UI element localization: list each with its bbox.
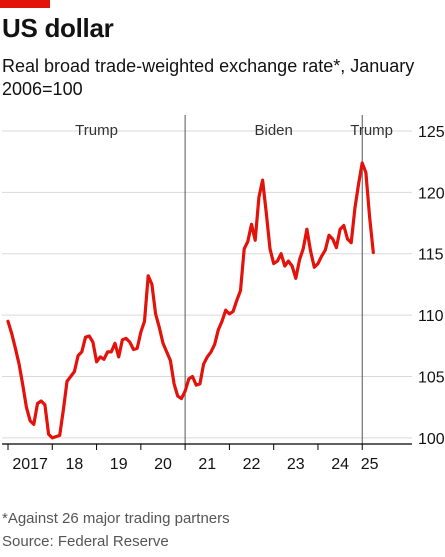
x-tick-label: 23 [287,456,305,473]
y-tick-label: 105 [418,369,445,386]
x-tick-label: 25 [361,456,379,473]
x-tick-label: 2017 [12,456,48,473]
y-tick-label: 120 [418,185,445,202]
x-tick-label: 21 [198,456,216,473]
y-tick-label: 100 [418,431,445,448]
period-label: Biden [254,122,292,139]
line-chart: 100 105 110 115 120 125 Trump Biden Trump 2017 18 1… [2,115,445,473]
period-label: Trump [350,122,393,139]
series-line [6,161,375,440]
y-tick-label: 125 [418,124,445,141]
chart-subtitle: Real broad trade-weighted exchange rate*… [2,56,415,99]
chart-title: US dollar [2,13,114,43]
brand-accent-bar [0,0,50,8]
period-label: Trump [75,122,118,139]
x-tick-label: 24 [331,456,349,473]
x-tick-label: 18 [66,456,84,473]
x-tick-label: 20 [154,456,172,473]
y-tick-label: 115 [418,247,444,264]
y-tick-label: 110 [418,308,444,325]
x-tick-label: 19 [110,456,128,473]
source-note: Source: Federal Reserve [2,533,169,550]
x-tick-label: 22 [243,456,261,473]
footnote: *Against 26 major trading partners [2,510,230,527]
